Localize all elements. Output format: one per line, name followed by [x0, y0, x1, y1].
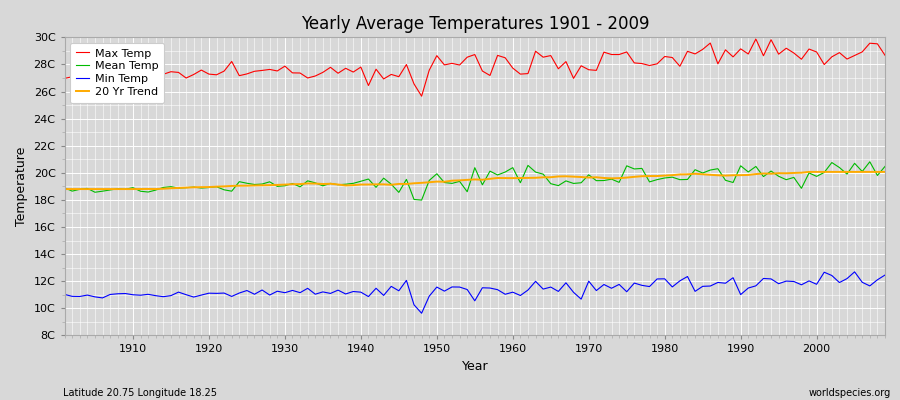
20 Yr Trend — [804, 170, 814, 174]
Max Temp — [508, 66, 518, 70]
Legend: Max Temp, Mean Temp, Min Temp, 20 Yr Trend: Max Temp, Mean Temp, Min Temp, 20 Yr Tre… — [70, 43, 164, 103]
Min Temp — [508, 290, 518, 294]
Mean Temp — [59, 186, 70, 190]
Min Temp — [606, 286, 616, 291]
Min Temp — [850, 270, 860, 274]
Mean Temp — [864, 159, 875, 164]
Mean Temp — [508, 165, 518, 170]
Min Temp — [879, 273, 890, 278]
20 Yr Trend — [500, 176, 510, 180]
Min Temp — [287, 288, 298, 293]
20 Yr Trend — [333, 182, 344, 187]
Mean Temp — [120, 187, 130, 192]
Max Temp — [120, 72, 130, 77]
Text: Latitude 20.75 Longitude 18.25: Latitude 20.75 Longitude 18.25 — [63, 388, 217, 398]
Mean Temp — [333, 182, 344, 187]
20 Yr Trend — [879, 170, 890, 174]
Text: worldspecies.org: worldspecies.org — [809, 388, 891, 398]
Mean Temp — [606, 177, 616, 182]
20 Yr Trend — [120, 187, 130, 192]
20 Yr Trend — [287, 182, 298, 187]
Mean Temp — [515, 180, 526, 185]
Max Temp — [59, 76, 70, 81]
Max Temp — [416, 94, 427, 98]
20 Yr Trend — [598, 176, 609, 180]
Title: Yearly Average Temperatures 1901 - 2009: Yearly Average Temperatures 1901 - 2009 — [301, 15, 649, 33]
Min Temp — [59, 292, 70, 297]
Y-axis label: Temperature: Temperature — [15, 147, 28, 226]
Mean Temp — [879, 164, 890, 169]
Max Temp — [606, 52, 616, 57]
Max Temp — [751, 36, 761, 41]
Line: Max Temp: Max Temp — [65, 39, 885, 96]
20 Yr Trend — [59, 187, 70, 192]
Min Temp — [333, 288, 344, 292]
Max Temp — [515, 72, 526, 76]
20 Yr Trend — [508, 176, 518, 180]
Line: Min Temp: Min Temp — [65, 272, 885, 313]
Line: 20 Yr Trend: 20 Yr Trend — [65, 172, 885, 189]
X-axis label: Year: Year — [462, 360, 488, 373]
Mean Temp — [287, 181, 298, 186]
Mean Temp — [416, 198, 427, 202]
Max Temp — [879, 53, 890, 58]
Line: Mean Temp: Mean Temp — [65, 162, 885, 200]
Min Temp — [120, 291, 130, 296]
Min Temp — [515, 293, 526, 298]
Max Temp — [287, 70, 298, 75]
Min Temp — [416, 311, 427, 316]
Max Temp — [333, 71, 344, 76]
